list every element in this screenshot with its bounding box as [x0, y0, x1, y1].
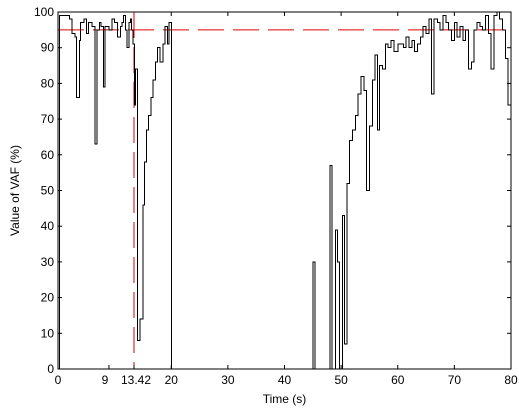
- y-tick-label: 60: [41, 148, 55, 162]
- y-tick-label: 30: [41, 255, 55, 269]
- x-tick-label: 40: [278, 373, 292, 387]
- y-axis-label: Value of VAF (%): [8, 145, 22, 236]
- x-tick-label: 13.42: [121, 373, 151, 387]
- x-tick-label: 20: [165, 373, 179, 387]
- y-tick-label: 20: [41, 291, 55, 305]
- series-line: [58, 11, 511, 370]
- y-tick-label: 90: [41, 41, 55, 55]
- x-tick-label: 30: [221, 373, 235, 387]
- x-tick-label: 70: [448, 373, 462, 387]
- x-tick-label: 0: [55, 373, 62, 387]
- plot-background: [58, 12, 511, 369]
- axis-ticks: 0 9 13.42 20 30 40 50 60 70 80 0 10 20 30 40 50 60 70 80 90…: [34, 5, 518, 387]
- x-tick-label: 80: [504, 373, 518, 387]
- plot-area: [58, 12, 511, 369]
- x-tick-label: 60: [391, 373, 405, 387]
- x-axis-label: Time (s): [263, 392, 307, 406]
- y-tick-label: 10: [41, 326, 55, 340]
- y-tick-label: 70: [41, 112, 55, 126]
- y-tick-label: 0: [47, 362, 54, 376]
- series-group: [58, 11, 511, 370]
- y-tick-label: 100: [34, 5, 54, 19]
- y-tick-label: 80: [41, 76, 55, 90]
- x-tick-label: 9: [102, 373, 109, 387]
- y-tick-label: 50: [41, 184, 55, 198]
- x-tick-label: 50: [334, 373, 348, 387]
- y-tick-label: 40: [41, 219, 55, 233]
